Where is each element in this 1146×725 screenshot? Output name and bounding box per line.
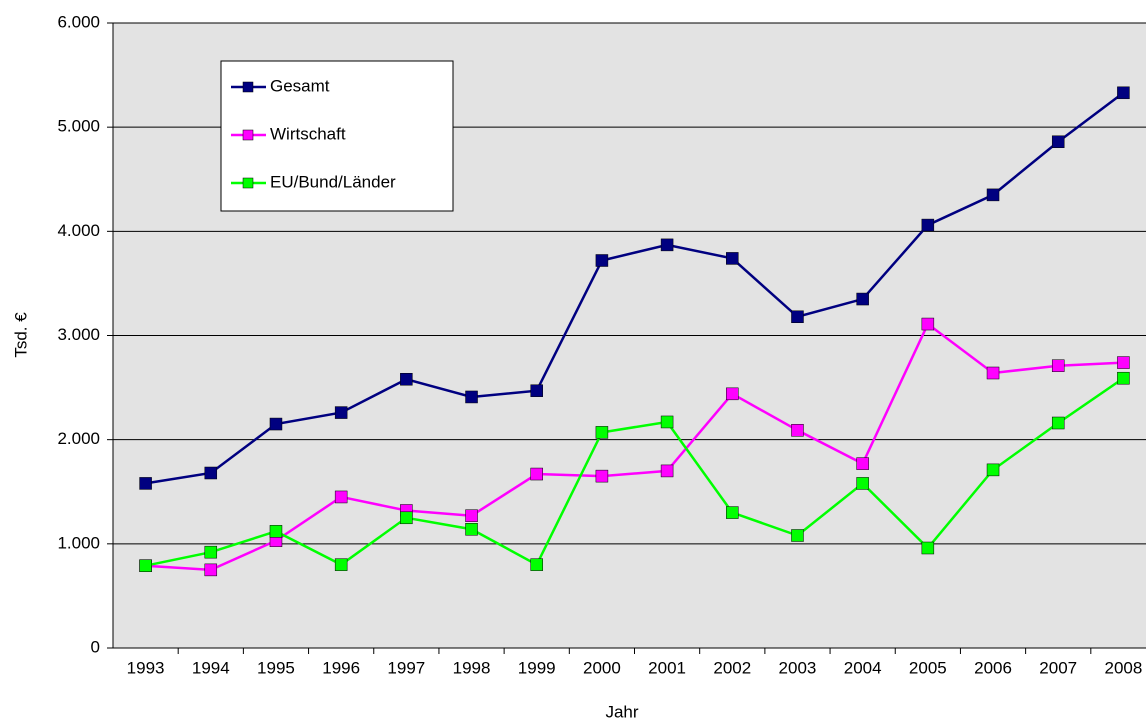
data-point <box>334 558 348 571</box>
y-tick-label: 1.000 <box>57 533 100 552</box>
data-point <box>986 463 1000 477</box>
data-point <box>660 415 674 429</box>
data-point <box>726 252 739 265</box>
data-point <box>204 563 218 577</box>
data-point <box>1051 135 1065 148</box>
series-line <box>145 322 1124 572</box>
data-point <box>334 406 348 419</box>
y-axis-label: Tsd. € <box>11 312 30 358</box>
data-point <box>595 469 609 483</box>
y-tick-label: 4.000 <box>57 221 100 240</box>
data-point <box>465 390 478 404</box>
data-point <box>791 310 804 323</box>
legend-label: EU/Bund/Länder <box>270 172 396 191</box>
data-point <box>921 218 935 232</box>
legend-label: Gesamt <box>270 76 330 95</box>
data-point <box>791 529 804 542</box>
data-point <box>595 426 609 439</box>
x-tick-label: 1997 <box>387 658 425 677</box>
x-tick-label: 1996 <box>322 658 360 677</box>
data-point <box>1051 416 1065 430</box>
x-tick-label: 2003 <box>779 658 817 677</box>
data-point <box>269 525 283 538</box>
data-point <box>269 417 283 431</box>
data-point <box>1117 86 1130 100</box>
data-point <box>334 490 348 504</box>
data-point <box>856 292 869 306</box>
data-point <box>921 541 935 555</box>
x-tick-label: 1995 <box>257 658 295 677</box>
data-point <box>791 424 804 437</box>
data-point <box>856 477 869 490</box>
x-tick-label: 1993 <box>127 658 165 677</box>
data-point <box>856 457 869 470</box>
data-point <box>726 506 739 519</box>
data-point <box>1117 356 1130 369</box>
data-point <box>530 384 543 397</box>
x-tick-label: 2004 <box>844 658 882 677</box>
x-tick-label: 2005 <box>909 658 947 677</box>
x-tick-label: 2001 <box>648 658 686 677</box>
x-tick-label: 2006 <box>974 658 1012 677</box>
series-line <box>145 91 1125 485</box>
y-tick-label: 5.000 <box>57 117 100 136</box>
data-point <box>1051 359 1065 372</box>
data-point <box>139 477 152 490</box>
x-tick-label: 2008 <box>1104 658 1142 677</box>
data-point <box>204 466 218 480</box>
y-tick-label: 0 <box>91 637 100 656</box>
data-point <box>400 373 413 386</box>
legend-marker <box>242 129 254 141</box>
y-tick-label: 6.000 <box>57 12 100 31</box>
y-tick-label: 3.000 <box>57 325 100 344</box>
data-point <box>726 387 739 401</box>
legend-marker <box>242 81 254 93</box>
data-point <box>921 317 935 331</box>
legend-marker <box>242 177 254 189</box>
x-tick-label: 2000 <box>583 658 621 677</box>
data-point <box>400 511 413 525</box>
series-line <box>145 377 1125 567</box>
x-tick-label: 1999 <box>518 658 556 677</box>
x-tick-label: 2002 <box>713 658 751 677</box>
data-point <box>595 254 609 267</box>
x-tick-label: 1998 <box>453 658 491 677</box>
x-axis-label: Jahr <box>605 702 638 721</box>
data-point <box>660 238 674 252</box>
data-point <box>1117 371 1130 385</box>
data-point <box>139 559 152 572</box>
x-tick-label: 2007 <box>1039 658 1077 677</box>
legend-label: Wirtschaft <box>270 124 346 143</box>
data-point <box>986 366 1000 380</box>
y-tick-label: 2.000 <box>57 429 100 448</box>
data-point <box>204 545 218 559</box>
data-point <box>660 464 674 478</box>
data-point <box>986 188 1000 202</box>
x-tick-label: 1994 <box>192 658 230 677</box>
data-point <box>530 558 543 571</box>
data-point <box>465 509 478 522</box>
data-point <box>530 467 543 481</box>
data-point <box>465 523 478 536</box>
